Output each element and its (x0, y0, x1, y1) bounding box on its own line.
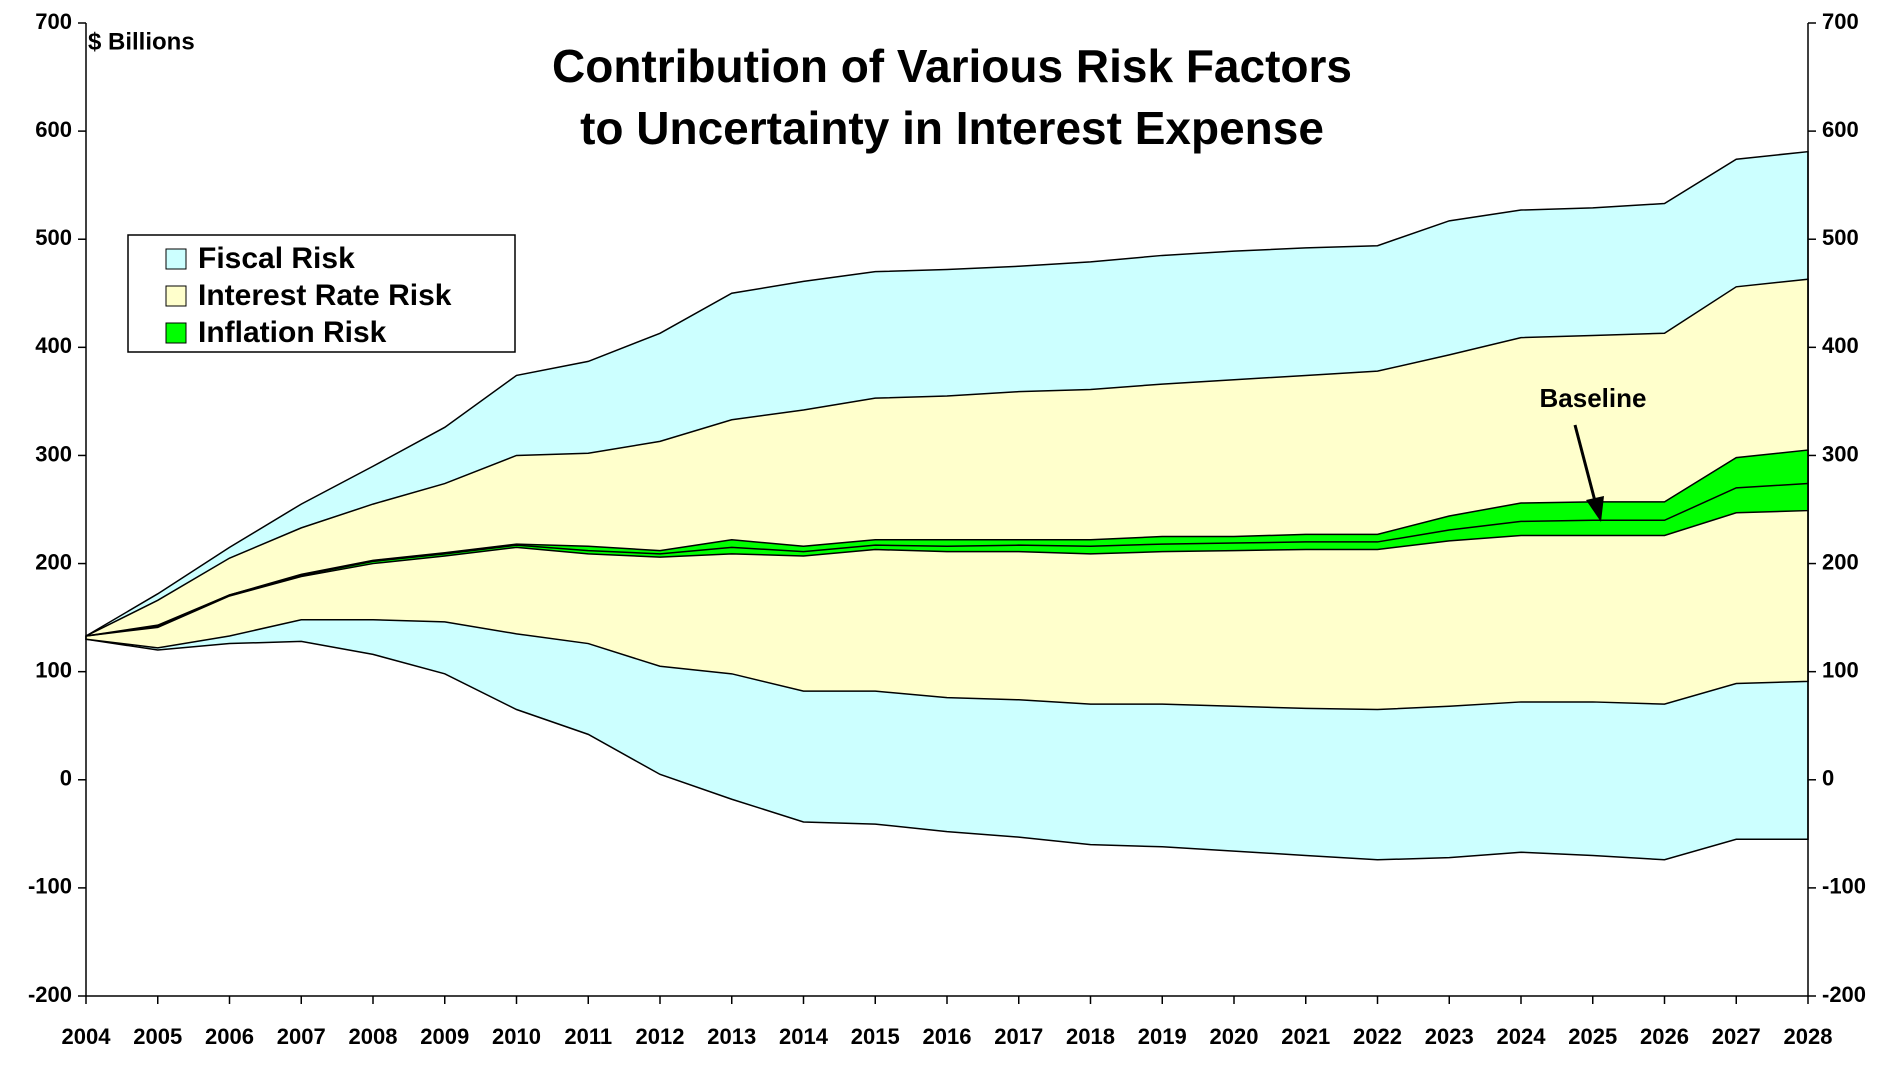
y2-tick-label: 100 (1822, 657, 1859, 682)
x-tick-label: 2007 (277, 1024, 326, 1049)
legend-swatch (165, 248, 187, 270)
x-tick-label: 2006 (205, 1024, 254, 1049)
y-tick-label: 700 (35, 9, 72, 34)
x-tick-label: 2012 (636, 1024, 685, 1049)
y2-tick-label: 200 (1822, 549, 1859, 574)
legend-box (127, 234, 516, 353)
legend-swatch (165, 322, 187, 344)
x-tick-label: 2022 (1353, 1024, 1402, 1049)
x-tick-label: 2021 (1281, 1024, 1330, 1049)
baseline-line (85, 482, 1809, 637)
x-tick-label: 2017 (994, 1024, 1043, 1049)
chart-title: to Uncertainty in Interest Expense (580, 102, 1324, 154)
y-tick-label: -100 (28, 874, 72, 899)
y-axis-label: $ Billions (88, 28, 195, 55)
x-tick-label: 2011 (564, 1024, 612, 1049)
x-tick-label: 2013 (707, 1024, 756, 1049)
x-tick-label: 2004 (62, 1024, 112, 1049)
x-tick-label: 2009 (420, 1024, 469, 1049)
x-tick-label: 2019 (1138, 1024, 1187, 1049)
x-tick-label: 2014 (779, 1024, 829, 1049)
y2-tick-label: 0 (1822, 766, 1834, 791)
y2-tick-label: 600 (1822, 117, 1859, 142)
y2-tick-label: 500 (1822, 225, 1859, 250)
x-tick-label: 2010 (492, 1024, 541, 1049)
x-tick-label: 2015 (851, 1024, 900, 1049)
x-tick-label: 2023 (1425, 1024, 1474, 1049)
x-tick-label: 2025 (1568, 1024, 1617, 1049)
y-tick-label: 400 (35, 333, 72, 358)
annotation-arrow (1573, 424, 1598, 506)
y2-tick-label: 700 (1822, 9, 1859, 34)
x-tick-label: 2008 (349, 1024, 398, 1049)
y-tick-label: 300 (35, 441, 72, 466)
x-tick-label: 2016 (923, 1024, 972, 1049)
y-tick-label: -200 (28, 982, 72, 1007)
x-tick-label: 2026 (1640, 1024, 1689, 1049)
annotation-arrowhead (1586, 496, 1604, 522)
x-tick-label: 2027 (1712, 1024, 1761, 1049)
y-tick-label: 200 (35, 549, 72, 574)
x-tick-label: 2018 (1066, 1024, 1115, 1049)
legend-label: Inflation Risk (198, 316, 387, 349)
y-tick-label: 500 (35, 225, 72, 250)
y-tick-label: 600 (35, 117, 72, 142)
x-tick-label: 2005 (133, 1024, 182, 1049)
x-tick-label: 2024 (1497, 1024, 1547, 1049)
x-tick-label: 2020 (1210, 1024, 1259, 1049)
y2-tick-label: -100 (1822, 874, 1866, 899)
annotation: Baseline (1540, 383, 1647, 413)
y2-tick-label: 300 (1822, 441, 1859, 466)
legend-swatch (165, 285, 187, 307)
y2-tick-label: -200 (1822, 982, 1866, 1007)
y2-tick-label: 400 (1822, 333, 1859, 358)
legend-label: Interest Rate Risk (198, 279, 452, 312)
y-tick-label: 100 (35, 657, 72, 682)
legend-label: Fiscal Risk (198, 242, 355, 275)
chart-title: Contribution of Various Risk Factors (552, 40, 1352, 92)
x-tick-label: 2028 (1784, 1024, 1833, 1049)
y-tick-label: 0 (60, 766, 72, 791)
